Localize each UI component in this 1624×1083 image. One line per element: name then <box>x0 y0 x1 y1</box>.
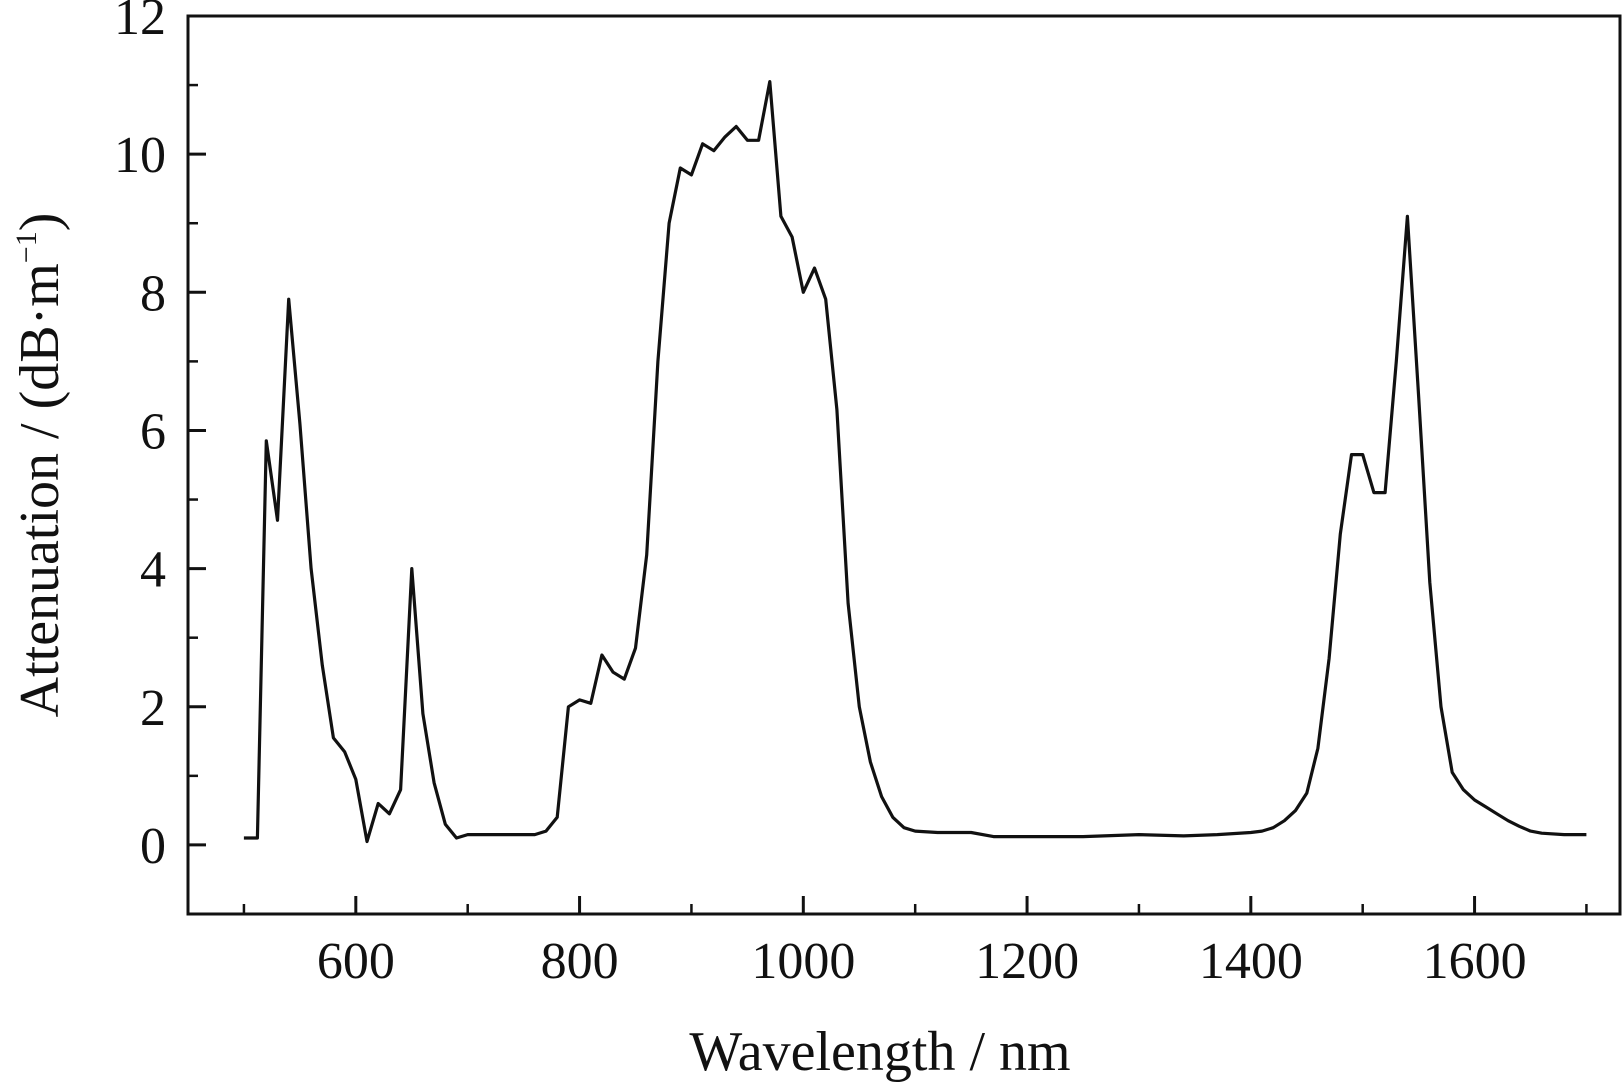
x-tick-label: 600 <box>317 933 395 990</box>
x-tick-label: 1400 <box>1199 933 1303 990</box>
y-axis-ticks: 0 2 4 6 8 10 12 <box>114 0 206 916</box>
y-axis-title-main: Attenuation / (dB·m <box>9 263 71 717</box>
y-tick-label: 10 <box>114 127 166 184</box>
y-axis-title-superscript: −1 <box>10 231 43 263</box>
y-tick-label: 4 <box>140 542 166 599</box>
x-axis-title: Wavelength / nm <box>689 1021 1070 1083</box>
y-tick-label: 8 <box>140 265 166 322</box>
x-tick-label: 1200 <box>975 933 1079 990</box>
x-tick-label: 800 <box>541 933 619 990</box>
attenuation-line <box>243 80 1587 844</box>
x-tick-label: 1600 <box>1423 933 1527 990</box>
y-tick-label: 6 <box>140 403 166 460</box>
y-tick-label: 2 <box>140 680 166 737</box>
plot-frame <box>186 14 1622 916</box>
y-axis-title: Attenuation / (dB·m−1) <box>9 213 71 718</box>
y-tick-label: 12 <box>114 0 166 46</box>
x-axis-ticks: 600 800 1000 1200 1400 1600 <box>242 896 1588 990</box>
y-axis-title-close: ) <box>9 213 71 232</box>
y-tick-label: 0 <box>140 818 166 875</box>
x-tick-label: 1000 <box>751 933 855 990</box>
